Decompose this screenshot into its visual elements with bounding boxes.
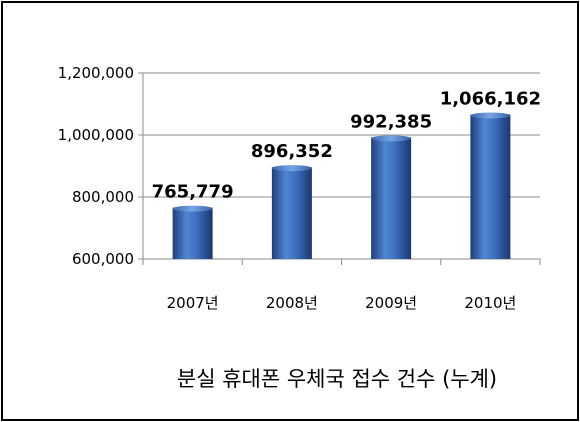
x-tick-label: 2007년	[167, 294, 219, 312]
data-label: 1,066,162	[440, 88, 541, 109]
x-tick-label: 2010년	[464, 294, 516, 312]
bar	[371, 137, 412, 259]
data-label: 765,779	[152, 182, 234, 203]
labels: 600,000 800,000 1,000,000 1,200,000 765,779 2…	[58, 64, 541, 312]
data-label: 992,385	[350, 111, 432, 132]
x-tick-label: 2008년	[266, 294, 318, 312]
y-tick-label: 1,200,000	[58, 64, 134, 82]
data-label: 896,352	[251, 141, 333, 162]
y-tick-label: 600,000	[72, 250, 134, 268]
y-tick-label: 1,000,000	[58, 126, 134, 144]
bar-cap	[371, 135, 412, 142]
y-tick-label: 800,000	[72, 188, 134, 206]
bar	[470, 114, 511, 259]
bar-cap	[172, 205, 213, 212]
bar-cap	[271, 165, 312, 172]
bar-cap	[470, 112, 511, 119]
bars	[172, 112, 511, 259]
bar	[271, 167, 312, 259]
chart-title: 분실 휴대폰 우체국 접수 건수 (누계)	[177, 367, 497, 391]
x-tick-label: 2009년	[365, 294, 417, 312]
bar	[172, 207, 213, 259]
